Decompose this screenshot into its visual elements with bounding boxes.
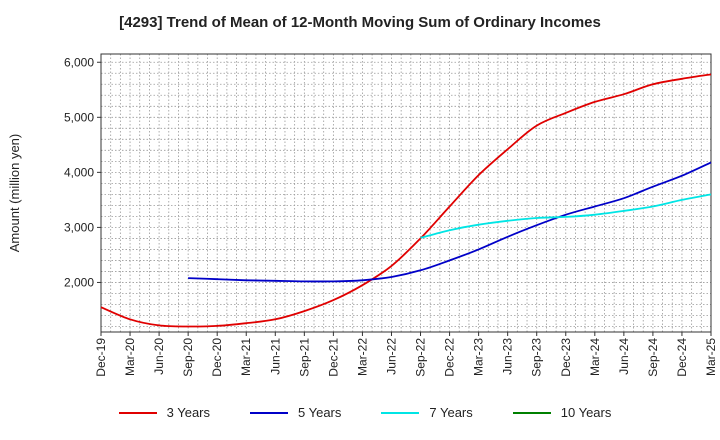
series-line-5-years bbox=[188, 161, 712, 283]
legend-item: 3 Years bbox=[118, 405, 210, 420]
x-tick-label: Dec-23 bbox=[559, 338, 573, 377]
y-axis: 2,000 3,000 4,000 5,000 6,000 bbox=[64, 55, 101, 289]
x-tick-label: Dec-22 bbox=[443, 338, 457, 377]
x-tick-label: Sep-20 bbox=[181, 338, 195, 377]
legend-swatch bbox=[381, 411, 420, 414]
x-tick-label: Mar-20 bbox=[123, 338, 137, 376]
x-tick-label: Sep-24 bbox=[646, 338, 660, 377]
series-line-7-years bbox=[420, 193, 712, 239]
legend-item: 10 Years bbox=[512, 405, 612, 420]
x-tick-label: Mar-24 bbox=[588, 338, 602, 376]
x-tick-label: Sep-22 bbox=[414, 338, 428, 377]
grid bbox=[101, 54, 711, 332]
plot-frame bbox=[100, 53, 712, 333]
y-tick-label: 5,000 bbox=[64, 110, 94, 124]
x-axis: Dec-19 Mar-20 Jun-20 Sep-20 Dec-20 Mar-21 Jun-… bbox=[94, 332, 718, 377]
y-tick-label: 3,000 bbox=[64, 220, 94, 234]
series-line-3-years bbox=[100, 73, 712, 328]
x-tick-label: Mar-23 bbox=[472, 338, 486, 376]
x-tick-label: Sep-21 bbox=[297, 338, 311, 377]
legend-label: 5 Years bbox=[298, 405, 342, 420]
x-tick-label: Jun-24 bbox=[617, 338, 631, 375]
y-tick-label: 2,000 bbox=[64, 275, 94, 289]
legend-label: 3 Years bbox=[166, 405, 210, 420]
x-tick-label: Dec-21 bbox=[326, 338, 340, 377]
x-tick-label: Dec-24 bbox=[675, 338, 689, 377]
x-tick-label: Dec-19 bbox=[94, 338, 108, 377]
chart-title: [4293] Trend of Mean of 12-Month Moving … bbox=[119, 14, 601, 31]
x-tick-label: Sep-23 bbox=[530, 338, 544, 377]
x-tick-label: Mar-25 bbox=[704, 338, 718, 376]
x-tick-label: Jun-21 bbox=[268, 338, 282, 375]
legend-label: 10 Years bbox=[560, 405, 612, 420]
legend-swatch bbox=[512, 411, 551, 414]
legend: 3 Years 5 Years 7 Years 10 Years bbox=[0, 405, 720, 420]
x-tick-label: Jun-22 bbox=[384, 338, 398, 375]
legend-label: 7 Years bbox=[429, 405, 473, 420]
x-tick-label: Jun-23 bbox=[501, 338, 515, 375]
legend-item: 7 Years bbox=[381, 405, 473, 420]
legend-item: 5 Years bbox=[250, 405, 341, 420]
x-tick-label: Mar-22 bbox=[355, 338, 369, 376]
x-tick-label: Dec-20 bbox=[210, 338, 224, 377]
x-tick-label: Mar-21 bbox=[239, 338, 253, 376]
x-tick-label: Jun-20 bbox=[152, 338, 166, 375]
y-axis-label: Amount (million yen) bbox=[7, 134, 22, 253]
series-lines bbox=[100, 73, 712, 328]
y-tick-label: 6,000 bbox=[64, 55, 94, 69]
legend-swatch bbox=[250, 411, 288, 414]
y-tick-label: 4,000 bbox=[64, 165, 94, 179]
legend-swatch bbox=[118, 411, 157, 414]
